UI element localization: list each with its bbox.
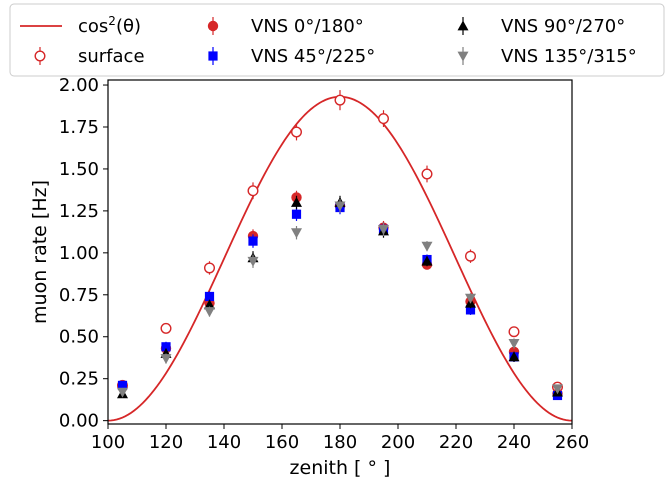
legend-marker-swatch — [208, 51, 217, 60]
legend-curve-base: cos — [78, 16, 108, 37]
data-point — [292, 210, 301, 219]
data-point — [509, 327, 519, 337]
data-point — [291, 228, 302, 238]
y-tick-label: 1.00 — [59, 243, 99, 264]
legend-label: surface — [78, 46, 145, 67]
series-1 — [117, 191, 562, 399]
legend-label: VNS 0°/180° — [251, 16, 364, 37]
series-4 — [117, 199, 563, 397]
data-point — [335, 95, 345, 105]
x-axis-label: zenith [ ° ] — [290, 457, 391, 479]
x-tick-label: 160 — [265, 432, 299, 453]
curve-layer — [108, 97, 572, 421]
data-point — [509, 339, 520, 349]
x-tick-label: 120 — [149, 432, 183, 453]
x-axis-ticks: 100 120 140 160 180 200 220 240 260 — [91, 424, 589, 453]
legend-marker-swatch — [35, 51, 45, 61]
legend-label: VNS 135°/315° — [501, 46, 637, 67]
y-tick-label: 1.75 — [59, 117, 99, 138]
x-tick-label: 240 — [497, 432, 531, 453]
x-tick-label: 180 — [323, 432, 357, 453]
data-point — [379, 114, 389, 124]
data-point — [204, 307, 215, 317]
y-tick-label: 0.00 — [59, 411, 99, 432]
series-2 — [118, 201, 562, 400]
data-point — [205, 263, 215, 273]
legend-marker-swatch — [208, 21, 218, 31]
legend-curve-arg: (θ) — [116, 16, 141, 37]
legend-label: VNS 90°/270° — [501, 16, 625, 37]
series-0 — [118, 90, 563, 392]
y-tick-label: 0.50 — [59, 327, 99, 348]
legend-label: VNS 45°/225° — [251, 46, 375, 67]
data-point — [292, 127, 302, 137]
x-tick-label: 220 — [439, 432, 473, 453]
data-point — [248, 236, 257, 245]
y-axis-label: muon rate [Hz] — [29, 180, 51, 324]
series-layer — [117, 90, 563, 400]
y-tick-label: 1.25 — [59, 201, 99, 222]
y-tick-label: 0.25 — [59, 369, 99, 390]
y-tick-label: 1.50 — [59, 159, 99, 180]
data-point — [422, 169, 432, 179]
data-point — [161, 354, 172, 364]
y-tick-label: 0.75 — [59, 285, 99, 306]
x-tick-label: 140 — [207, 432, 241, 453]
legend-curve-sup: 2 — [108, 14, 116, 28]
x-tick-label: 260 — [555, 432, 589, 453]
data-point — [248, 186, 258, 196]
data-point — [161, 324, 171, 334]
plot-area — [108, 80, 572, 424]
cos2-curve-line — [108, 97, 572, 421]
data-point — [466, 251, 476, 261]
data-point — [422, 242, 433, 252]
y-tick-label: 2.00 — [59, 75, 99, 96]
series-3 — [117, 196, 563, 398]
y-axis-ticks: 0.00 0.25 0.50 0.75 1.00 1.25 1.50 1.75 2.00 — [59, 75, 108, 432]
axes-frame — [108, 80, 572, 424]
legend: cos2(θ) surface VNS 0°/180° VNS 45°/225° VNS… — [10, 4, 664, 76]
x-tick-label: 200 — [381, 432, 415, 453]
x-tick-label: 100 — [91, 432, 125, 453]
